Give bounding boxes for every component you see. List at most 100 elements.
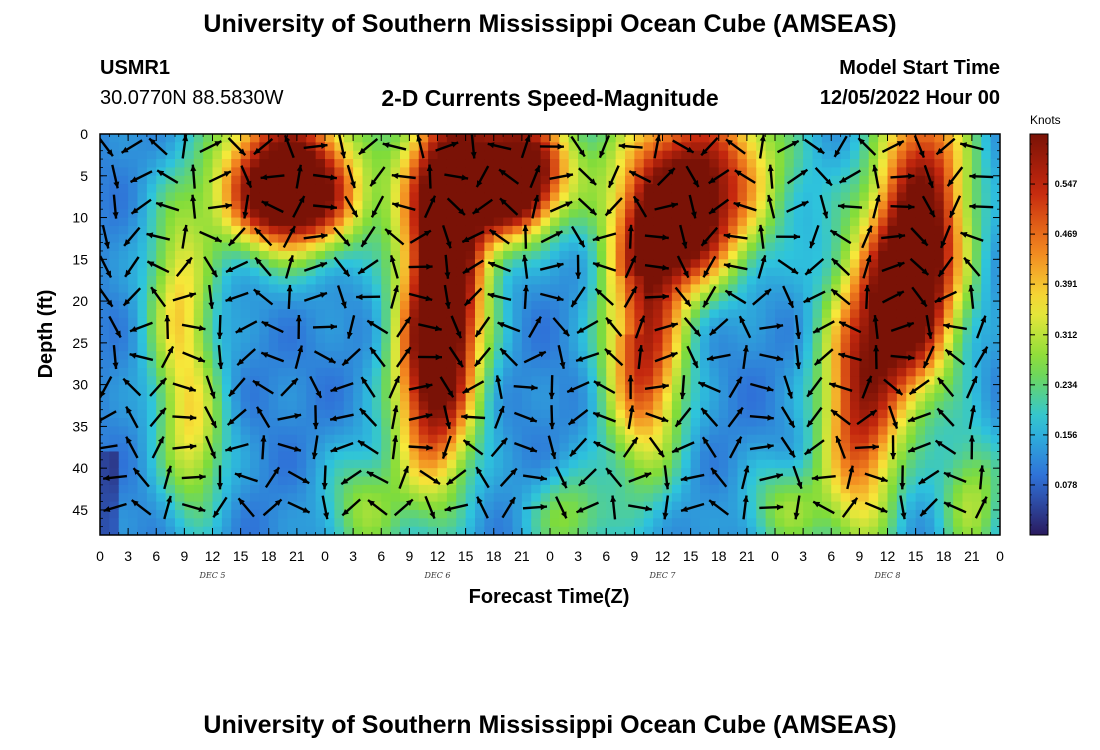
heatmap-cell [850, 159, 860, 169]
heatmap-cell [915, 526, 926, 535]
heatmap-cell [793, 384, 804, 394]
heatmap-cell [709, 309, 720, 319]
heatmap-cell [221, 409, 232, 419]
heatmap-cell [859, 200, 870, 210]
heatmap-cell [746, 468, 757, 478]
heatmap-cell [315, 376, 326, 386]
heatmap-cell [362, 359, 373, 369]
heatmap-cell [165, 426, 176, 436]
heatmap-cell [906, 309, 917, 319]
heatmap-cell [325, 309, 335, 319]
heatmap-cell [925, 167, 935, 177]
heatmap-cell [765, 476, 776, 486]
heatmap-cell [484, 209, 495, 219]
heatmap-cell [343, 376, 354, 386]
heatmap-cell [962, 200, 973, 210]
heatmap-cell [793, 459, 804, 469]
heatmap-cell [775, 301, 785, 311]
heatmap-cell [925, 284, 935, 294]
heatmap-cell [250, 392, 260, 402]
heatmap-cell [484, 284, 495, 294]
heatmap-cell [446, 484, 457, 494]
footer-title: University of Southern Mississippi Ocean… [203, 711, 897, 739]
heatmap-cell [475, 367, 485, 377]
heatmap-cell [878, 284, 889, 294]
heatmap-cell [896, 150, 907, 160]
heatmap-cell [315, 359, 326, 369]
heatmap-cell [381, 468, 392, 478]
heatmap-cell [493, 526, 504, 535]
heatmap-cell [503, 451, 514, 461]
heatmap-cell [606, 250, 617, 260]
heatmap-cell [943, 434, 954, 444]
heatmap-cell [625, 351, 635, 361]
current-arrow [199, 140, 222, 153]
heatmap-cell [962, 526, 973, 535]
heatmap-cell [850, 250, 860, 260]
heatmap-cell [559, 292, 570, 302]
heatmap-cell [906, 301, 917, 311]
heatmap-cell [868, 326, 879, 336]
current-arrow-head [129, 352, 137, 359]
heatmap-cell [306, 150, 317, 160]
heatmap-cell [540, 159, 551, 169]
heatmap-cell [203, 334, 214, 344]
heatmap-cell [465, 292, 476, 302]
heatmap-cell [203, 292, 214, 302]
heatmap-cell [840, 376, 851, 386]
heatmap-cell [878, 259, 889, 269]
heatmap-cell [615, 184, 626, 194]
heatmap-cell [381, 309, 392, 319]
heatmap-cell [296, 276, 307, 285]
heatmap-cell [615, 426, 626, 436]
heatmap-cell [568, 376, 579, 386]
heatmap-cell [859, 292, 870, 302]
heatmap-cell [728, 242, 739, 252]
heatmap-cell [175, 134, 185, 143]
heatmap-cell [212, 276, 223, 285]
heatmap-cell [625, 284, 635, 294]
current-arrow-head [288, 255, 294, 263]
heatmap-cell [128, 217, 139, 227]
heatmap-cell [906, 459, 917, 469]
heatmap-cell [540, 225, 551, 235]
heatmap-cell [268, 225, 279, 235]
heatmap-cell [915, 192, 926, 202]
current-arrow-head [328, 357, 336, 363]
heatmap-cell [615, 443, 626, 453]
heatmap-cell [465, 334, 476, 344]
heatmap-cell [587, 167, 598, 177]
heatmap-cell [962, 359, 973, 369]
heatmap-cell [156, 192, 167, 202]
heatmap-cell [587, 276, 598, 285]
heatmap-cell [690, 342, 701, 352]
heatmap-cell [906, 217, 917, 227]
heatmap-cell [662, 317, 673, 327]
heatmap-cell [446, 501, 457, 511]
heatmap-cell [915, 250, 926, 260]
heatmap-cell [906, 334, 917, 344]
heatmap-cell [803, 217, 814, 227]
heatmap-cell [634, 443, 645, 453]
heatmap-cell [465, 418, 476, 427]
heatmap-cell [118, 200, 129, 210]
heatmap-cell [531, 443, 542, 453]
heatmap-cell [118, 443, 129, 453]
heatmap-cell [859, 526, 870, 535]
heatmap-cell [625, 309, 635, 319]
current-arrow-head [284, 135, 291, 143]
heatmap-cell [596, 501, 607, 511]
heatmap-cell [840, 225, 851, 235]
heatmap-cell [278, 192, 289, 202]
heatmap-cell [850, 225, 860, 235]
heatmap-cell [512, 175, 523, 185]
heatmap-cell [625, 468, 635, 478]
heatmap-cell [418, 200, 429, 210]
current-arrow [321, 495, 330, 520]
current-arrow-head [112, 362, 119, 369]
heatmap-cell [718, 334, 729, 344]
heatmap-cell [531, 259, 542, 269]
heatmap-cell [146, 175, 157, 185]
heatmap-cell [465, 443, 476, 453]
current-arrow [163, 465, 172, 490]
